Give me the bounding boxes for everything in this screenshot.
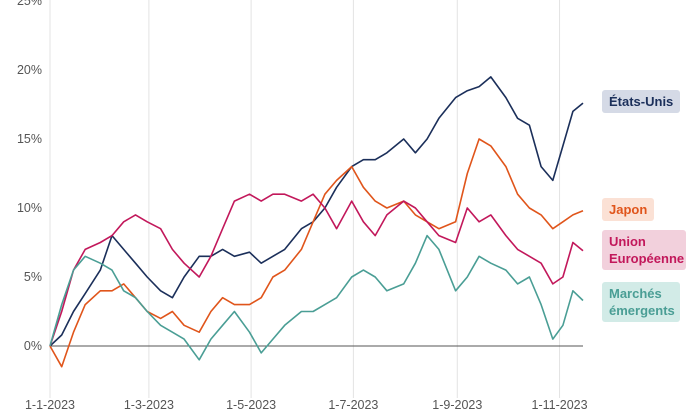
- y-tick-label: 20%: [17, 63, 42, 77]
- legend-label-union-europeenne: Union Européenne: [602, 230, 686, 270]
- series-line-0: [49, 76, 584, 347]
- gridlines: [49, 0, 561, 398]
- y-tick-label: 10%: [17, 201, 42, 215]
- series-lines: [49, 76, 584, 368]
- series-line-1: [49, 138, 584, 368]
- x-tick-labels: 1-1-2023 1-3-2023 1-5-2023 1-7-2023 1-9-2023…: [25, 398, 588, 412]
- y-tick-label: 5%: [24, 270, 42, 284]
- y-tick-label: 0%: [24, 339, 42, 353]
- x-tick-label: 1-1-2023: [25, 398, 75, 412]
- y-tick-label: 15%: [17, 132, 42, 146]
- legend-label-japon: Japon: [602, 198, 655, 221]
- x-tick-label: 1-5-2023: [226, 398, 276, 412]
- series-line-2: [49, 193, 584, 347]
- x-tick-label: 1-3-2023: [124, 398, 174, 412]
- series-line-3: [49, 234, 584, 361]
- x-tick-label: 1-7-2023: [328, 398, 378, 412]
- y-tick-label: 25%: [17, 0, 42, 8]
- legend-label-marches-emergents: Marchés émergents: [602, 282, 680, 322]
- legend-label-etats-unis: États-Unis: [602, 90, 681, 113]
- x-tick-label: 1-11-2023: [532, 398, 588, 412]
- y-tick-labels: 0% 5% 10% 15% 20% 25%: [17, 0, 42, 353]
- x-tick-label: 1-9-2023: [432, 398, 482, 412]
